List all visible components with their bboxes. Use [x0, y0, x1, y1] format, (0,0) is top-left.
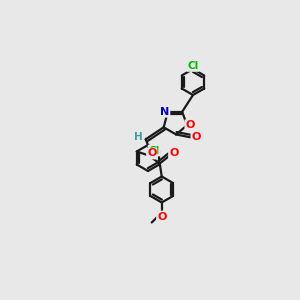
Text: Cl: Cl [148, 146, 160, 155]
Text: O: O [169, 148, 178, 158]
Text: O: O [147, 148, 156, 158]
Text: H: H [134, 132, 143, 142]
Text: O: O [185, 120, 195, 130]
Text: Cl: Cl [188, 61, 199, 71]
Text: O: O [157, 212, 167, 221]
Text: O: O [191, 133, 201, 142]
Text: N: N [160, 107, 170, 117]
